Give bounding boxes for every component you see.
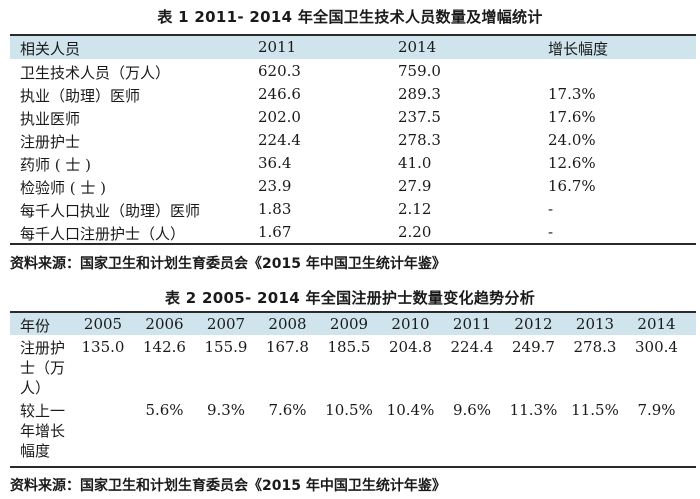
table1-cell: 17.3%: [548, 85, 596, 103]
table2-row-label-nurses: 注册护 士（万 人）: [20, 338, 70, 398]
table2-header-year: 2007: [206, 315, 246, 333]
table2-cell: 142.6: [143, 338, 186, 356]
table1-cell: 289.3: [398, 85, 441, 103]
table1-cell: 24.0%: [548, 131, 596, 149]
table1-cell: 23.9: [258, 177, 292, 195]
table1-row-label: 执业医师: [20, 110, 81, 128]
table2-header-year: 2005: [83, 315, 123, 333]
table1-cell: -: [548, 200, 554, 218]
label-line: 幅度: [20, 442, 51, 460]
table1-row-label: 卫生技术人员（万人）: [20, 64, 171, 82]
table2-cell: 9.6%: [452, 401, 492, 419]
table2-cell: 7.9%: [637, 401, 676, 419]
table2-cell: 224.4: [450, 338, 494, 356]
table2-top-rule: [10, 311, 696, 313]
table1-cell: 246.6: [258, 85, 301, 103]
table1-row-label: 检验师 ( 士 ): [20, 179, 107, 197]
label-line: 年增长: [20, 422, 66, 440]
table1-source: 资料来源：国家卫生和计划生育委员会《2015 年中国卫生统计年鉴》: [10, 256, 446, 272]
table2-cell: 9.3%: [206, 401, 246, 419]
table2-source: 资料来源：国家卫生和计划生育委员会《2015 年中国卫生统计年鉴》: [10, 478, 446, 494]
table2-header-band: [10, 313, 696, 335]
table2-cell: 167.8: [266, 338, 309, 356]
table2-header-year: 2008: [268, 315, 307, 333]
table2-cell: 185.5: [327, 338, 371, 356]
table1-header-2014: 2014: [398, 38, 437, 56]
table2-header-label: 年份: [20, 317, 51, 335]
table1-cell: 27.9: [398, 177, 432, 195]
table1-cell: 41.0: [398, 154, 432, 172]
table2-cell: 7.6%: [268, 401, 307, 419]
table1-row-label: 每千人口注册护士（人）: [20, 225, 186, 243]
table1-cell: 12.6%: [548, 154, 596, 172]
label-line: 人）: [20, 379, 51, 397]
label-line: 士（万: [20, 359, 66, 377]
table2-header-year: 2013: [575, 315, 615, 333]
table1-header-label: 相关人员: [20, 40, 81, 58]
table2-cell: 11.5%: [571, 401, 619, 419]
table2-cell: 278.3: [573, 338, 617, 356]
table2-header-year: 2006: [145, 315, 184, 333]
table1-top-rule: [10, 34, 696, 36]
table1-cell: 237.5: [398, 108, 441, 126]
table1-cell: 224.4: [258, 131, 301, 149]
label-line: 较上一: [20, 402, 66, 420]
table2-cell: 135.0: [81, 338, 125, 356]
table1-cell: 36.4: [258, 154, 292, 172]
table2-cell: 204.8: [389, 338, 432, 356]
table1-cell: 16.7%: [548, 177, 596, 195]
table2-cell: 10.4%: [386, 401, 435, 419]
table2-cell: 249.7: [512, 338, 555, 356]
table2-header-year: 2014: [637, 315, 676, 333]
table2-cell: 5.6%: [145, 401, 184, 419]
table1-row-label: 注册护士: [20, 133, 81, 151]
table1-caption: 表 1 2011- 2014 年全国卫生技术人员数量及增幅统计: [157, 8, 543, 26]
table2-header-year: 2011: [452, 315, 492, 333]
table1-header-band: [10, 36, 696, 59]
table2-caption: 表 2 2005- 2014 年全国注册护士数量变化趋势分析: [164, 289, 536, 307]
table2-cell: 11.3%: [509, 401, 558, 419]
table1-row-label: 每千人口执业（助理）医师: [20, 202, 201, 220]
table1-cell: 202.0: [258, 108, 301, 126]
table1-cell: 1.67: [258, 223, 292, 241]
table1-cell: 17.6%: [548, 108, 596, 126]
table1-cell: 1.83: [258, 200, 292, 218]
table1-cell: 620.3: [258, 62, 301, 80]
table2-header-year: 2010: [391, 315, 430, 333]
table1-header-2011: 2011: [258, 38, 297, 56]
table1-bottom-rule: [10, 243, 696, 245]
table1-cell: -: [548, 223, 554, 241]
table1-cell: 278.3: [398, 131, 441, 149]
table2-cell: 10.5%: [325, 401, 373, 419]
table1-row-label: 执业（助理）医师: [20, 87, 141, 105]
table1-cell: 2.20: [398, 223, 432, 241]
table2-header-year: 2012: [514, 315, 553, 333]
label-line: 注册护: [20, 339, 66, 357]
table2-cell: 300.4: [635, 338, 678, 356]
table2-cell: 155.9: [204, 338, 248, 356]
table1-row-label: 药师 ( 士 ): [20, 156, 92, 174]
table2-header-year: 2009: [329, 315, 369, 333]
table1-header-growth: 增长幅度: [548, 40, 609, 58]
table1-cell: 759.0: [398, 62, 441, 80]
table1-cell: 2.12: [398, 200, 432, 218]
table2-bottom-rule: [10, 466, 696, 468]
table2-row-label-growth: 较上一 年增长 幅度: [20, 401, 70, 461]
